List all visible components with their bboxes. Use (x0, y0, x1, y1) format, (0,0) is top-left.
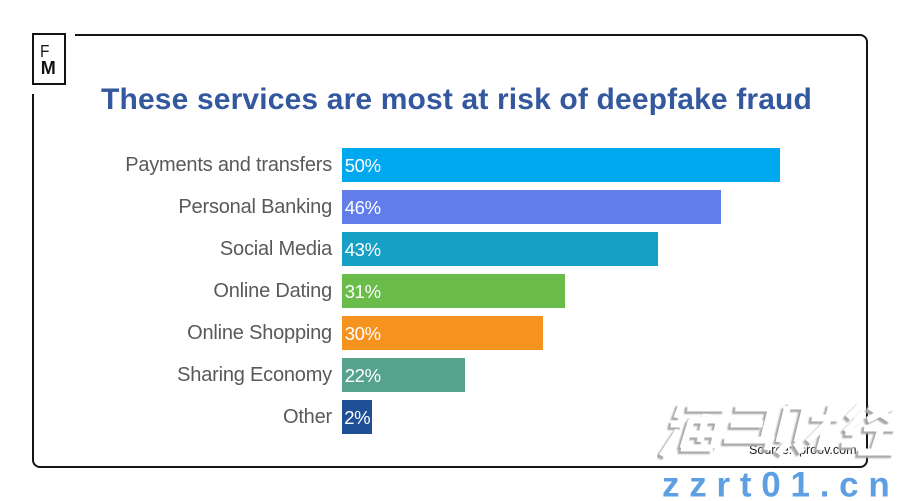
svg-text:zzrt01.cn: zzrt01.cn (662, 466, 900, 501)
